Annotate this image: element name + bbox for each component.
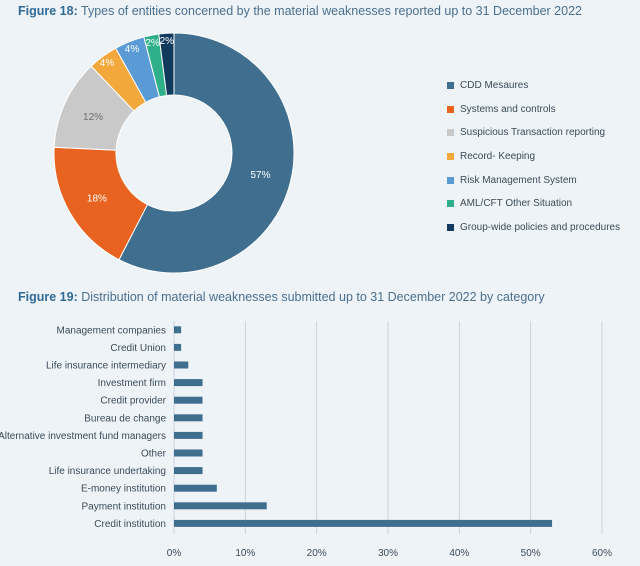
legend-swatch: [447, 176, 454, 184]
x-tick-label: 50%: [521, 548, 541, 559]
legend-swatch: [447, 200, 454, 208]
legend-swatch: [447, 223, 454, 231]
figure-19-label: Figure 19:: [18, 290, 78, 304]
legend-label: Suspicious Transaction reporting: [460, 127, 606, 139]
figure-18-text: Types of entities concerned by the mater…: [81, 4, 582, 18]
legend-item-risk-management-system: Risk Management System: [447, 168, 620, 192]
figure-18-label: Figure 18:: [18, 4, 78, 18]
donut-label-risk-management-system: 4%: [125, 44, 140, 55]
category-label-bureau-de-change: Bureau de change: [84, 413, 166, 424]
legend-item-suspicious-transaction-reporting: Suspicious Transaction reporting: [447, 121, 620, 145]
legend-label: CDD Mesaures: [460, 80, 529, 92]
bar-bureau-de-change: [174, 414, 203, 422]
donut-slice-group-wide-policies-and-procedures: [158, 32, 175, 97]
category-label-e-money-institution: E-money institution: [81, 484, 166, 495]
legend-label: Risk Management System: [460, 174, 577, 186]
legend-item-aml-cft-other-situation: AML/CFT Other Situation: [447, 192, 620, 216]
legend-swatch: [447, 82, 454, 90]
x-tick-label: 40%: [449, 548, 469, 559]
donut-label-aml-cft-other-situation: 2%: [145, 38, 160, 49]
category-label-credit-union: Credit Union: [110, 343, 166, 354]
x-tick-label: 60%: [592, 548, 612, 559]
x-tick-label: 30%: [378, 548, 398, 559]
category-label-payment-institution: Payment institution: [82, 501, 167, 512]
category-label-credit-provider: Credit provider: [100, 396, 166, 407]
legend-swatch: [447, 105, 454, 113]
legend-item-systems-and-controls: Systems and controls: [447, 98, 620, 122]
legend-item-group-wide-policies-and-procedures: Group-wide policies and procedures: [447, 216, 620, 240]
category-label-credit-institution: Credit institution: [94, 519, 166, 530]
donut-label-cdd-mesaures: 57%: [250, 170, 270, 181]
bar-life-insurance-intermediary: [174, 361, 189, 369]
legend-item-record-keeping: Record- Keeping: [447, 145, 620, 169]
bar-management-companies: [174, 326, 182, 334]
bar-investment-firm: [174, 379, 203, 387]
category-label-life-insurance-intermediary: Life insurance intermediary: [46, 361, 166, 372]
category-label-other: Other: [141, 449, 167, 460]
legend-label: Group-wide policies and procedures: [460, 221, 621, 233]
category-label-investment-firm: Investment firm: [98, 378, 166, 389]
donut-slice-systems-and-controls: [53, 146, 149, 261]
donut-label-systems-and-controls: 18%: [87, 194, 107, 205]
donut-legend: CDD Mesaures Systems and controls Suspicio…: [447, 74, 620, 239]
bar-credit-institution: [174, 519, 553, 527]
figure-19-text: Distribution of material weaknesses subm…: [81, 290, 545, 304]
legend-swatch: [447, 153, 454, 161]
legend-swatch: [447, 129, 454, 137]
bar-credit-provider: [174, 396, 203, 404]
legend-label: AML/CFT Other Situation: [460, 198, 573, 210]
x-tick-label: 20%: [307, 548, 327, 559]
bar-e-money-institution: [174, 484, 217, 492]
donut-label-group-wide-policies-and-procedures: 2%: [160, 36, 175, 47]
figure-18-title: Figure 18: Types of entities concerned b…: [18, 4, 582, 18]
figure-19-title: Figure 19: Distribution of material weak…: [18, 290, 545, 304]
bar-other: [174, 449, 203, 457]
category-label-life-insurance-undertaking: Life insurance undertaking: [49, 466, 166, 477]
bar-payment-institution: [174, 502, 267, 510]
donut-chart: 57% 18% 12% 4% 4% 2% 2%: [53, 32, 295, 274]
x-tick-label: 10%: [235, 548, 255, 559]
legend-item-cdd-mesaures: CDD Mesaures: [447, 74, 620, 98]
legend-label: Systems and controls: [460, 103, 556, 115]
category-label-alternative-investment-fund-managers: Alternative investment fund managers: [0, 431, 166, 442]
legend-label: Record- Keeping: [460, 151, 536, 163]
bar-credit-union: [174, 343, 182, 351]
donut-label-suspicious-transaction-reporting: 12%: [83, 112, 103, 123]
bar-alternative-investment-fund-managers: [174, 431, 203, 439]
x-tick-label: 0%: [167, 548, 182, 559]
category-label-management-companies: Management companies: [56, 325, 166, 336]
bar-life-insurance-undertaking: [174, 467, 203, 475]
donut-label-record-keeping: 4%: [100, 58, 115, 69]
donut-slice-cdd-mesaures: [118, 32, 295, 274]
